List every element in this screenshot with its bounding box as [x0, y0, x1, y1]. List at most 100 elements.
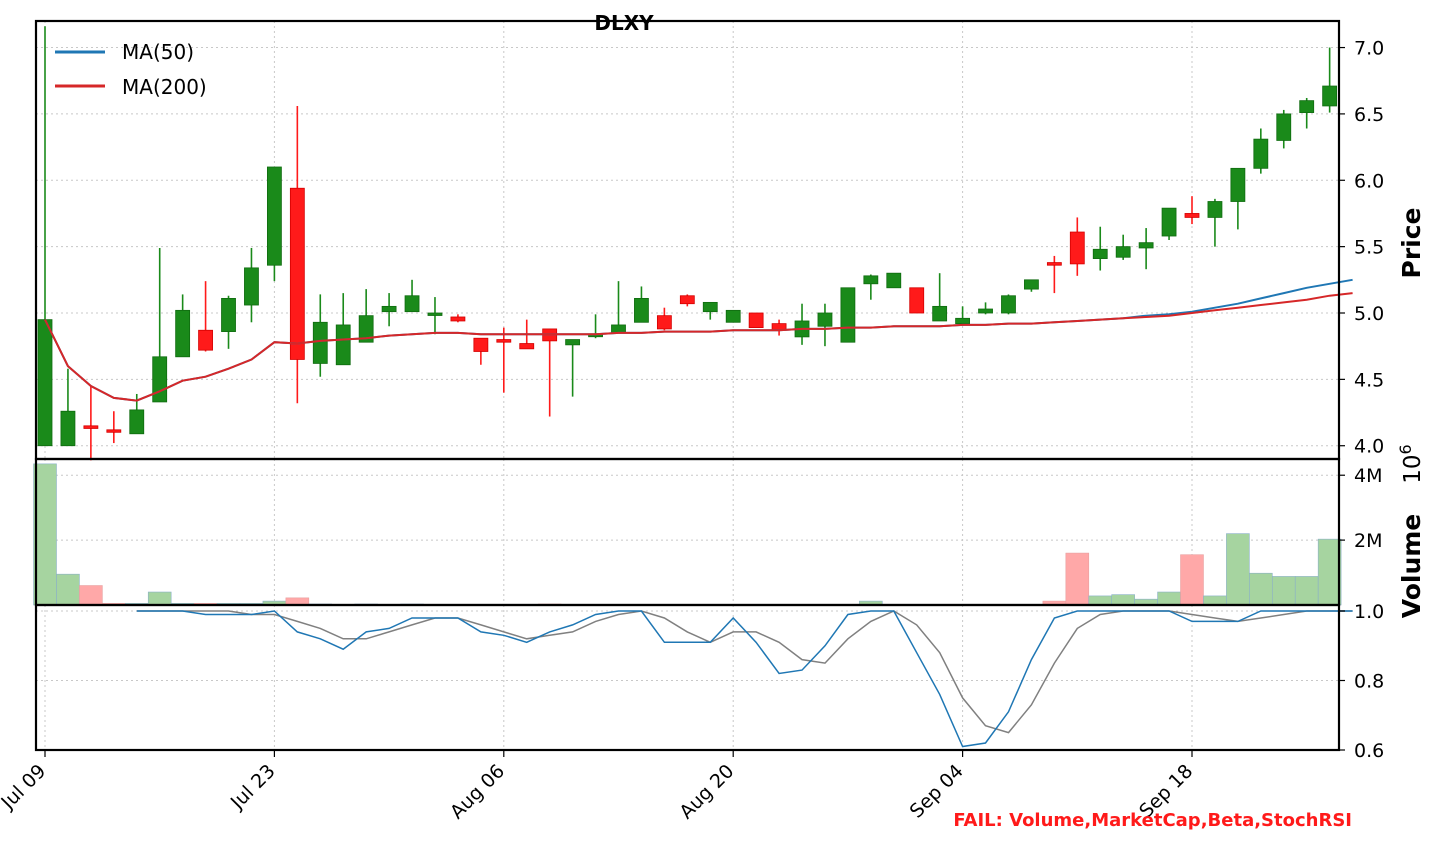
volume-bar — [1203, 595, 1227, 606]
price-tick-label: 4.0 — [1354, 436, 1384, 458]
volume-bars — [33, 463, 1342, 606]
candle-body — [519, 343, 535, 350]
candle-body — [909, 287, 925, 314]
volume-bar — [147, 591, 172, 606]
candle-body — [611, 324, 626, 334]
candle-body — [840, 287, 856, 343]
volume-axis-label: Volume — [1397, 514, 1426, 619]
candle-body — [106, 429, 122, 433]
candle-body — [1092, 248, 1108, 259]
candle-body — [1138, 242, 1154, 249]
candle-body — [381, 305, 397, 313]
oscillator-tick-label: 1.0 — [1354, 601, 1384, 623]
oscillator-tick-label: 0.6 — [1354, 740, 1384, 762]
volume-panel-frame — [34, 457, 1341, 607]
candle-body — [427, 312, 443, 316]
volume-bar — [1065, 552, 1090, 606]
chart-title: DLXY — [594, 11, 654, 35]
volume-bar — [1249, 572, 1273, 606]
candle-body — [1161, 207, 1177, 237]
candle-body — [83, 425, 99, 429]
volume-bar — [1088, 595, 1113, 606]
price-grid — [36, 21, 1339, 459]
candle-body — [450, 316, 466, 322]
candle-body — [886, 272, 902, 289]
volume-bar — [1226, 533, 1250, 606]
fail-message: FAIL: Volume,MarketCap,Beta,StochRSI — [953, 810, 1352, 831]
candle-body — [634, 297, 649, 323]
volume-bar — [79, 585, 103, 606]
candle-body — [1069, 231, 1085, 265]
price-tick-label: 6.5 — [1354, 104, 1384, 126]
candle-body — [725, 309, 741, 323]
price-tick-label: 5.0 — [1354, 303, 1384, 325]
candle-body — [1253, 138, 1269, 169]
candle-body — [266, 166, 282, 266]
price-tick-label: 4.5 — [1354, 369, 1384, 391]
volume-bar — [1317, 538, 1342, 606]
volume-bar — [1157, 591, 1181, 606]
candle-body — [198, 329, 213, 351]
candle-body — [312, 321, 328, 364]
candle-body — [335, 324, 351, 366]
candle-body — [817, 312, 833, 327]
candle-body — [1207, 201, 1223, 218]
candle-body — [175, 309, 191, 358]
candle-body — [748, 312, 764, 329]
oscillator-y-ticks: 0.6 0.8 1.0 — [1339, 601, 1384, 762]
x-tick-label: Aug 06 — [446, 760, 509, 823]
candle-body — [1001, 295, 1016, 314]
price-axis-label: Price — [1397, 208, 1426, 279]
volume-y-ticks: 2M 4M — [1339, 465, 1382, 552]
candle-body — [496, 339, 512, 343]
ma50-line — [44, 278, 1353, 402]
price-tick-label: 7.0 — [1354, 38, 1384, 60]
oscillator-line-fast — [136, 610, 1353, 748]
legend: MA(50) MA(200) — [55, 40, 207, 99]
oscillator-tick-label: 0.8 — [1354, 671, 1384, 693]
candle-body — [244, 267, 259, 306]
x-tick-label: Jul 23 — [226, 760, 280, 814]
volume-scale-label: 106 — [1396, 444, 1426, 483]
oscillator-panel-frame — [34, 603, 1341, 752]
candle-body — [565, 339, 581, 346]
oscillator-lines — [136, 610, 1353, 748]
price-panel-frame — [34, 19, 1341, 461]
candle-body — [1276, 113, 1292, 141]
candle-body — [289, 187, 305, 360]
candle-body — [37, 319, 53, 447]
candle-body — [702, 301, 718, 313]
candle-body — [358, 315, 374, 343]
candle-body — [129, 409, 145, 435]
candle-body — [1024, 279, 1039, 290]
x-tick-label: Jul 09 — [0, 760, 50, 814]
volume-bar — [1111, 594, 1135, 606]
volume-grid — [36, 459, 1339, 605]
candle-body — [955, 317, 970, 325]
legend-label-ma50: MA(50) — [122, 40, 194, 64]
candle-body — [404, 295, 420, 313]
ma200-line — [44, 292, 1353, 402]
candle-body — [1046, 262, 1062, 266]
candle-body — [152, 356, 168, 403]
candle-body — [1322, 85, 1338, 107]
candle-body — [1230, 167, 1246, 202]
moving-average-lines — [44, 278, 1353, 402]
candle-body — [1115, 246, 1131, 258]
price-tick-label: 5.5 — [1354, 237, 1384, 259]
candle-body — [932, 305, 948, 322]
candle-body — [679, 295, 695, 305]
oscillator-grid — [36, 605, 1339, 751]
candle-body — [473, 337, 489, 352]
x-tick-label: Aug 20 — [675, 760, 738, 823]
candle-body — [60, 410, 76, 447]
candle-body — [656, 315, 672, 330]
candle-body — [1299, 100, 1315, 113]
price-tick-label: 6.0 — [1354, 170, 1384, 192]
candle-body — [978, 308, 993, 314]
volume-tick-label: 4M — [1354, 465, 1382, 487]
volume-tick-label: 2M — [1354, 530, 1382, 552]
candle-body — [863, 275, 879, 285]
volume-bar — [1180, 554, 1204, 606]
